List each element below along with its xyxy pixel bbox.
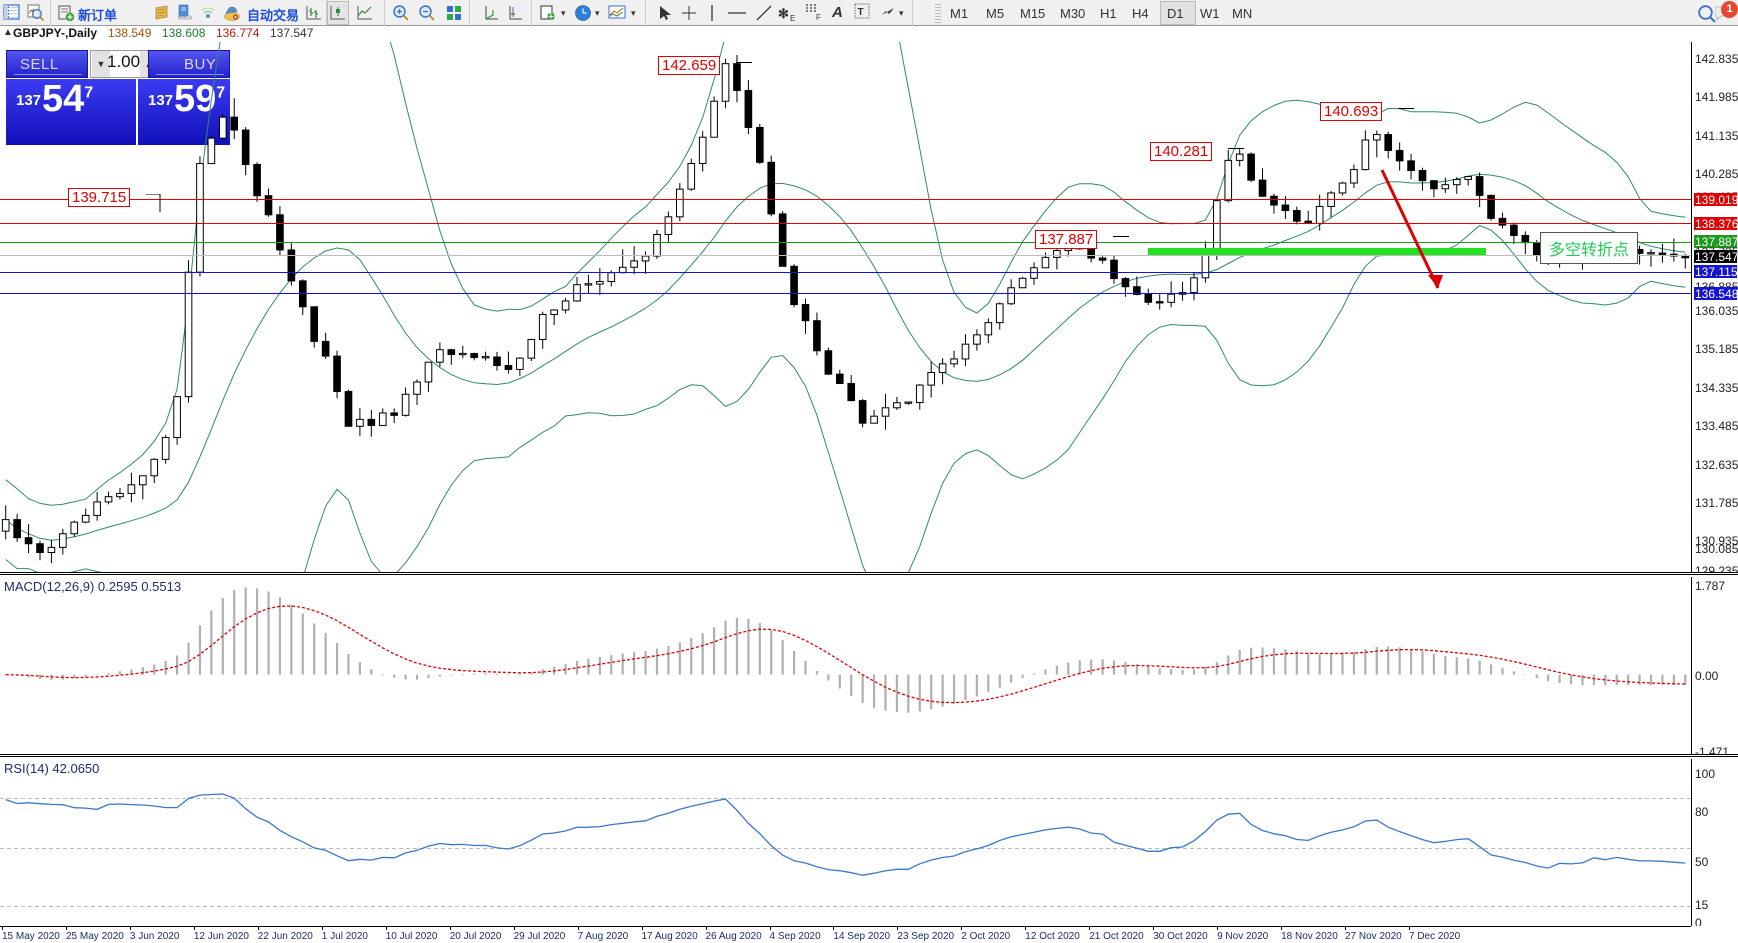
svg-text:T: T: [858, 7, 864, 18]
svg-text:E: E: [790, 14, 795, 22]
svg-text:✻: ✻: [778, 6, 789, 21]
svg-text:F: F: [816, 13, 821, 22]
